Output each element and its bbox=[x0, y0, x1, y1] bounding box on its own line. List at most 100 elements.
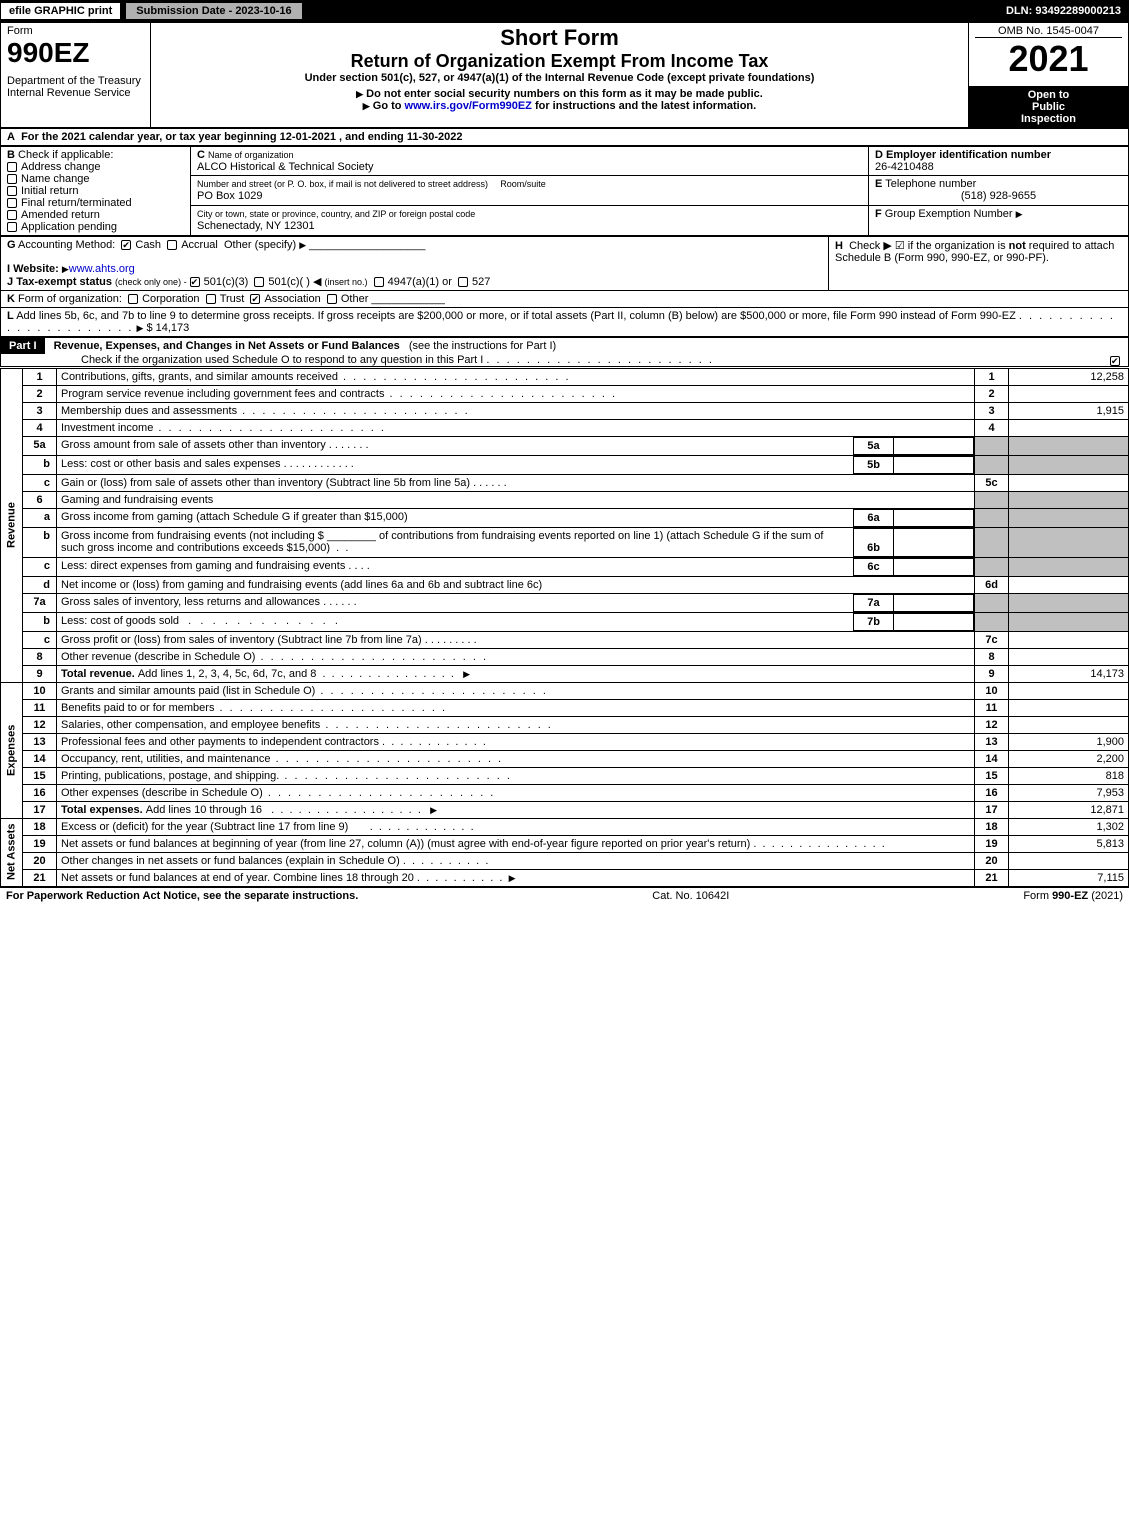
num-5a-gray bbox=[975, 436, 1009, 455]
chk-501c[interactable] bbox=[254, 277, 264, 287]
num-1: 1 bbox=[975, 368, 1009, 385]
tax-year: 2021 bbox=[975, 38, 1122, 80]
k-row: K Form of organization: Corporation Trus… bbox=[0, 291, 1129, 308]
chk-name-change[interactable] bbox=[7, 174, 17, 184]
chk-amended-return[interactable] bbox=[7, 210, 17, 220]
efile-label[interactable]: efile GRAPHIC print bbox=[0, 2, 121, 20]
ln-20: 20 bbox=[23, 852, 57, 869]
chk-association[interactable] bbox=[250, 294, 260, 304]
irs-link[interactable]: www.irs.gov/Form990EZ bbox=[405, 100, 532, 112]
line-6d-desc: Net income or (loss) from gaming and fun… bbox=[61, 579, 542, 591]
chk-other-org[interactable] bbox=[327, 294, 337, 304]
chk-application-pending[interactable] bbox=[7, 222, 17, 232]
line-10-desc: Grants and similar amounts paid (list in… bbox=[61, 685, 315, 697]
inspection: Inspection bbox=[975, 113, 1122, 125]
chk-501c3[interactable] bbox=[190, 277, 200, 287]
amt-16: 7,953 bbox=[1009, 784, 1129, 801]
chk-address-change[interactable] bbox=[7, 162, 17, 172]
box-6b: 6b bbox=[854, 528, 894, 556]
line-5c-desc: Gain or (loss) from sale of assets other… bbox=[61, 477, 470, 489]
ln-2: 2 bbox=[23, 385, 57, 402]
opt-other: Other (specify) bbox=[224, 239, 296, 251]
org-name: ALCO Historical & Technical Society bbox=[197, 161, 373, 173]
chk-accrual[interactable] bbox=[167, 240, 177, 250]
opt-amended-return: Amended return bbox=[21, 209, 100, 221]
num-7c: 7c bbox=[975, 631, 1009, 648]
boxamt-6c bbox=[894, 558, 974, 575]
amt-10 bbox=[1009, 682, 1129, 699]
line-18-desc: Excess or (deficit) for the year (Subtra… bbox=[61, 821, 348, 833]
opt-4947: 4947(a)(1) or bbox=[388, 276, 452, 288]
amt-5c bbox=[1009, 474, 1129, 491]
expenses-vlabel: Expenses bbox=[1, 682, 23, 818]
opt-527: 527 bbox=[472, 276, 490, 288]
ln-17: 17 bbox=[23, 801, 57, 818]
ln-7c: c bbox=[23, 631, 57, 648]
chk-final-return[interactable] bbox=[7, 198, 17, 208]
chk-schedule-o[interactable] bbox=[1110, 356, 1120, 366]
part-i-lines: Revenue 1 Contributions, gifts, grants, … bbox=[0, 368, 1129, 887]
part-i-check-line: Check if the organization used Schedule … bbox=[1, 354, 483, 366]
j-sub: (check only one) - bbox=[115, 277, 187, 287]
ln-18: 18 bbox=[23, 818, 57, 835]
amt-12 bbox=[1009, 716, 1129, 733]
num-5c: 5c bbox=[975, 474, 1009, 491]
amt-20 bbox=[1009, 852, 1129, 869]
line-1-desc: Contributions, gifts, grants, and simila… bbox=[61, 371, 338, 383]
num-6d: 6d bbox=[975, 576, 1009, 593]
ln-6: 6 bbox=[23, 491, 57, 508]
chk-527[interactable] bbox=[458, 277, 468, 287]
chk-4947[interactable] bbox=[374, 277, 384, 287]
dln: DLN: 93492289000213 bbox=[1006, 5, 1129, 17]
footer-left: For Paperwork Reduction Act Notice, see … bbox=[6, 890, 358, 902]
line-7a-desc: Gross sales of inventory, less returns a… bbox=[61, 596, 320, 608]
ln-11: 11 bbox=[23, 699, 57, 716]
street-address: PO Box 1029 bbox=[197, 190, 262, 202]
num-10: 10 bbox=[975, 682, 1009, 699]
arrow-icon bbox=[463, 668, 470, 680]
f-label: Group Exemption Number bbox=[885, 208, 1013, 220]
boxamt-6b bbox=[894, 528, 974, 556]
main-title: Return of Organization Exempt From Incom… bbox=[157, 51, 962, 72]
ln-21: 21 bbox=[23, 869, 57, 886]
chk-cash[interactable] bbox=[121, 240, 131, 250]
box-6c: 6c bbox=[854, 558, 894, 575]
opt-501c: 501(c)( ) bbox=[268, 276, 310, 288]
arrow-icon bbox=[430, 804, 437, 816]
ln-16: 16 bbox=[23, 784, 57, 801]
website-link[interactable]: www.ahts.org bbox=[69, 263, 135, 275]
amt-14: 2,200 bbox=[1009, 750, 1129, 767]
num-17: 17 bbox=[975, 801, 1009, 818]
arrow-icon bbox=[363, 100, 370, 112]
arrow-icon bbox=[509, 872, 516, 884]
ln-9: 9 bbox=[23, 665, 57, 682]
ln-12: 12 bbox=[23, 716, 57, 733]
part-i-title: Revenue, Expenses, and Changes in Net As… bbox=[48, 338, 406, 354]
line-21-desc: Net assets or fund balances at end of ye… bbox=[61, 872, 414, 884]
ln-3: 3 bbox=[23, 402, 57, 419]
part-i-header: Part I Revenue, Expenses, and Changes in… bbox=[0, 337, 1129, 367]
chk-trust[interactable] bbox=[206, 294, 216, 304]
ln-7a: 7a bbox=[23, 593, 57, 612]
chk-corporation[interactable] bbox=[128, 294, 138, 304]
line-15-desc: Printing, publications, postage, and shi… bbox=[61, 770, 279, 782]
opt-name-change: Name change bbox=[21, 173, 90, 185]
num-4: 4 bbox=[975, 419, 1009, 436]
dept-label: Department of the Treasury Internal Reve… bbox=[7, 75, 144, 99]
open-to: Open to bbox=[975, 89, 1122, 101]
opt-final-return: Final return/terminated bbox=[21, 197, 132, 209]
num-19: 19 bbox=[975, 835, 1009, 852]
boxamt-7a bbox=[894, 594, 974, 611]
city-label: City or town, state or province, country… bbox=[197, 209, 475, 219]
c-label: Name of organization bbox=[208, 150, 294, 160]
opt-cash: Cash bbox=[135, 239, 161, 251]
ln-19: 19 bbox=[23, 835, 57, 852]
line-9-desc-bold: Total revenue. bbox=[61, 668, 138, 680]
opt-trust: Trust bbox=[220, 293, 245, 305]
e-label: Telephone number bbox=[885, 178, 976, 190]
ln-10: 10 bbox=[23, 682, 57, 699]
i-label: Website: bbox=[13, 263, 59, 275]
amt-8 bbox=[1009, 648, 1129, 665]
ln-6c: c bbox=[23, 557, 57, 576]
chk-initial-return[interactable] bbox=[7, 186, 17, 196]
